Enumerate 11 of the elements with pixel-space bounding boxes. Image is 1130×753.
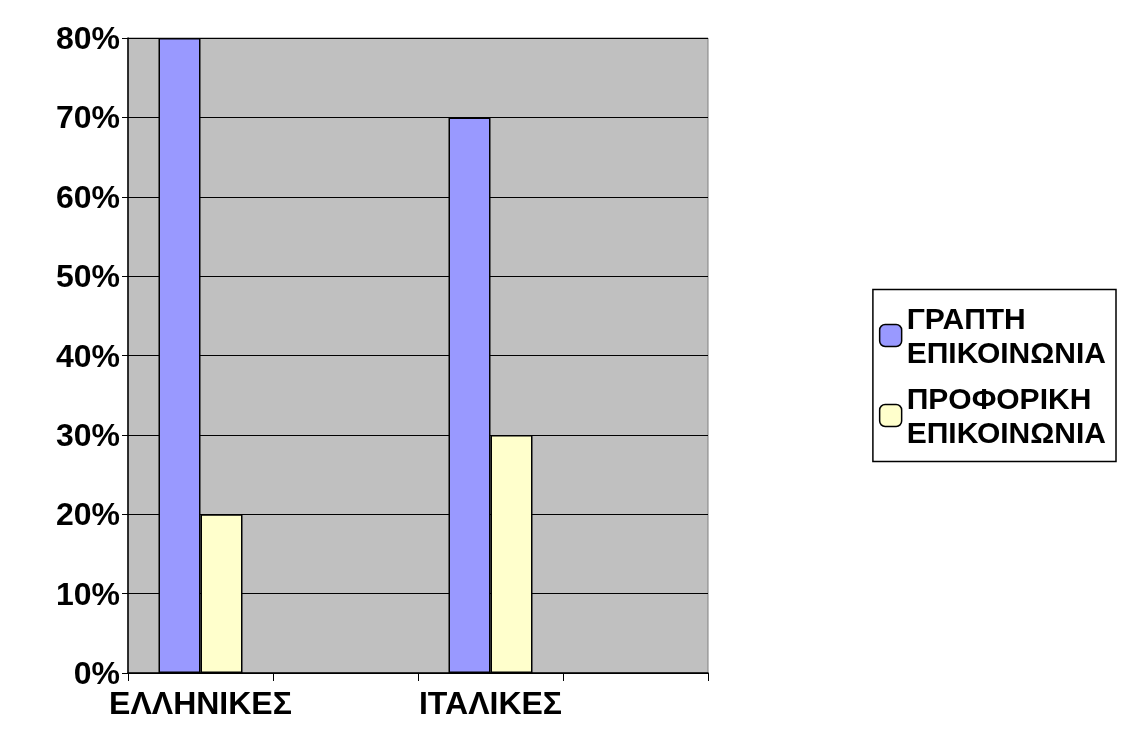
- y-tick-label: 80%: [55, 20, 120, 56]
- y-tick-label: 30%: [55, 416, 120, 453]
- y-tick-label: 60%: [55, 178, 120, 215]
- y-tick-label: 70%: [55, 99, 120, 136]
- legend-label: ΠΡΟΦΟΡΙΚΗ ΕΠΙΚΟΙΝΩΝΙΑ: [906, 382, 1107, 449]
- legend-label: ΓΡΑΠΤΗ ΕΠΙΚΟΙΝΩΝΙΑ: [906, 302, 1107, 369]
- y-tick-label: 50%: [55, 258, 120, 295]
- y-tick-label: 10%: [55, 575, 120, 612]
- y-tick-label: 20%: [55, 496, 120, 533]
- x-tick-label: ΙΤΑΛΙΚΕΣ: [418, 685, 563, 721]
- y-tick-label: 40%: [55, 337, 120, 374]
